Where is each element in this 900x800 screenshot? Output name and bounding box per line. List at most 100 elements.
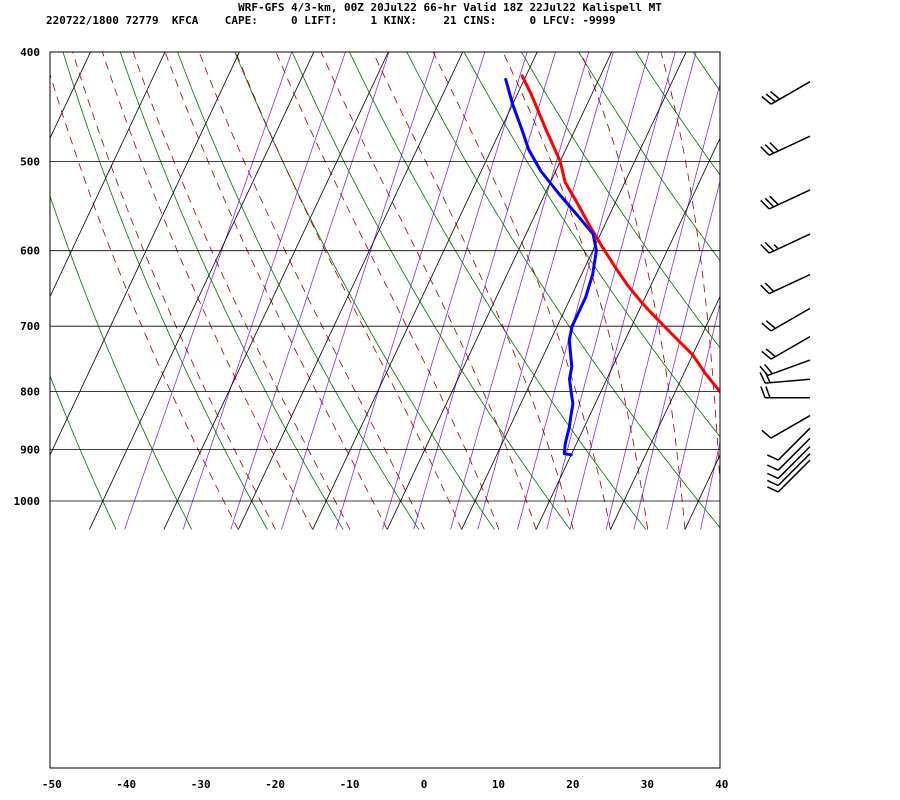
mixing-ratio-line <box>477 52 614 530</box>
mixing-ratio-line <box>666 302 720 530</box>
moist-adiabat <box>580 52 686 530</box>
wind-barb <box>759 359 811 377</box>
isotherm <box>312 52 538 530</box>
dry-adiabat <box>119 52 344 530</box>
dry-adiabat <box>635 52 720 176</box>
mixing-ratio-line <box>450 52 590 530</box>
isotherm <box>237 52 464 530</box>
chart-title: WRF-GFS 4/3-km, 00Z 20Jul22 66-hr Valid … <box>238 1 662 14</box>
moist-adiabat <box>834 40 859 530</box>
dry-adiabat <box>62 52 268 530</box>
wind-barb <box>766 453 811 487</box>
temperature-tick-label: -40 <box>116 778 136 791</box>
wind-barb <box>760 273 811 295</box>
dry-adiabat <box>742 40 900 530</box>
moist-adiabat <box>101 52 314 530</box>
isotherm <box>89 52 315 530</box>
mixing-ratio-line <box>182 52 346 530</box>
moist-adiabat <box>72 52 276 530</box>
wind-barb <box>761 307 811 332</box>
mixing-ratio-line <box>727 40 839 530</box>
station-indices-line: 220722/1800 72779 KFCA CAPE: 0 LIFT: 1 K… <box>46 14 616 27</box>
mixing-ratio-line <box>413 52 556 530</box>
dry-adiabat <box>463 52 720 438</box>
wind-barb <box>766 427 811 461</box>
isotherm <box>610 295 720 530</box>
temperature-tick-label: -50 <box>42 778 62 791</box>
isotherm <box>834 40 900 530</box>
temperature-tick-label: -10 <box>340 778 360 791</box>
moist-adiabat <box>50 72 239 530</box>
dry-adiabat <box>856 40 900 530</box>
isotherm <box>461 52 687 530</box>
pressure-tick-label: 900 <box>20 443 40 456</box>
mixing-ratio-line <box>335 52 486 530</box>
wind-barbs <box>759 81 811 493</box>
mixing-ratio-line <box>700 440 720 530</box>
moist-adiabat <box>235 52 462 530</box>
moist-adiabat <box>320 52 537 530</box>
moist-adiabat <box>660 52 720 493</box>
temperature-tick-label: 30 <box>641 778 654 791</box>
mixing-ratio-line <box>605 82 720 530</box>
dewpoint-profile <box>504 77 598 457</box>
mixing-ratio-line <box>569 52 697 530</box>
moist-adiabat <box>372 52 574 530</box>
temperature-tick-label: 40 <box>715 778 728 791</box>
wind-barb <box>760 386 810 399</box>
temperature-tick-label: -30 <box>191 778 211 791</box>
moist-adiabat <box>275 52 500 530</box>
isotherm <box>0 40 22 530</box>
pressure-tick-label: 800 <box>20 386 40 399</box>
mixing-ratio-line <box>517 52 650 530</box>
isotherm <box>50 52 91 140</box>
background-lines <box>50 40 900 530</box>
wind-barb <box>761 81 811 105</box>
temperature-profile <box>520 74 720 395</box>
wind-barb <box>759 371 811 384</box>
mixing-ratio-line <box>382 52 528 530</box>
mixing-ratio-line <box>778 40 885 530</box>
pressure-tick-label: 500 <box>20 155 40 168</box>
dry-adiabat <box>349 52 647 530</box>
temperature-tick-label: 20 <box>566 778 579 791</box>
isotherm <box>386 52 613 530</box>
wind-barb <box>760 233 811 254</box>
moist-adiabat <box>502 52 649 530</box>
mixing-ratio-line <box>281 52 436 530</box>
dry-adiabat <box>50 374 117 530</box>
isotherm <box>50 52 240 456</box>
wind-barb <box>760 135 811 156</box>
dry-adiabat <box>50 194 193 530</box>
moist-adiabat <box>132 52 351 530</box>
moist-adiabat <box>734 40 760 530</box>
dry-adiabat <box>177 52 420 530</box>
temperature-tick-label: -20 <box>265 778 285 791</box>
wind-barb <box>761 335 811 360</box>
wind-barb <box>761 414 811 439</box>
profiles <box>504 74 720 457</box>
pressure-tick-label: 1000 <box>14 495 41 508</box>
wind-barb <box>766 446 811 480</box>
pressure-tick-label: 400 <box>20 46 40 59</box>
temperature-tick-label: 0 <box>421 778 428 791</box>
wind-barb <box>766 459 811 493</box>
temperature-tick-label: 10 <box>492 778 505 791</box>
mixing-ratio-line <box>546 52 676 530</box>
isotherm <box>50 52 166 298</box>
mixing-ratio-line <box>124 52 293 530</box>
pressure-tick-label: 700 <box>20 320 40 333</box>
dry-adiabat <box>578 52 720 262</box>
wind-barb <box>766 437 811 471</box>
moist-adiabat <box>164 52 388 530</box>
moist-adiabat <box>198 52 425 530</box>
mixing-ratio-line <box>230 52 390 530</box>
dry-adiabat <box>799 40 900 530</box>
pressure-tick-label: 600 <box>20 245 40 258</box>
dry-adiabat <box>520 52 720 349</box>
dry-adiabat <box>406 52 720 529</box>
wind-barb <box>760 189 811 210</box>
isotherm <box>535 137 720 530</box>
grid <box>0 40 900 530</box>
